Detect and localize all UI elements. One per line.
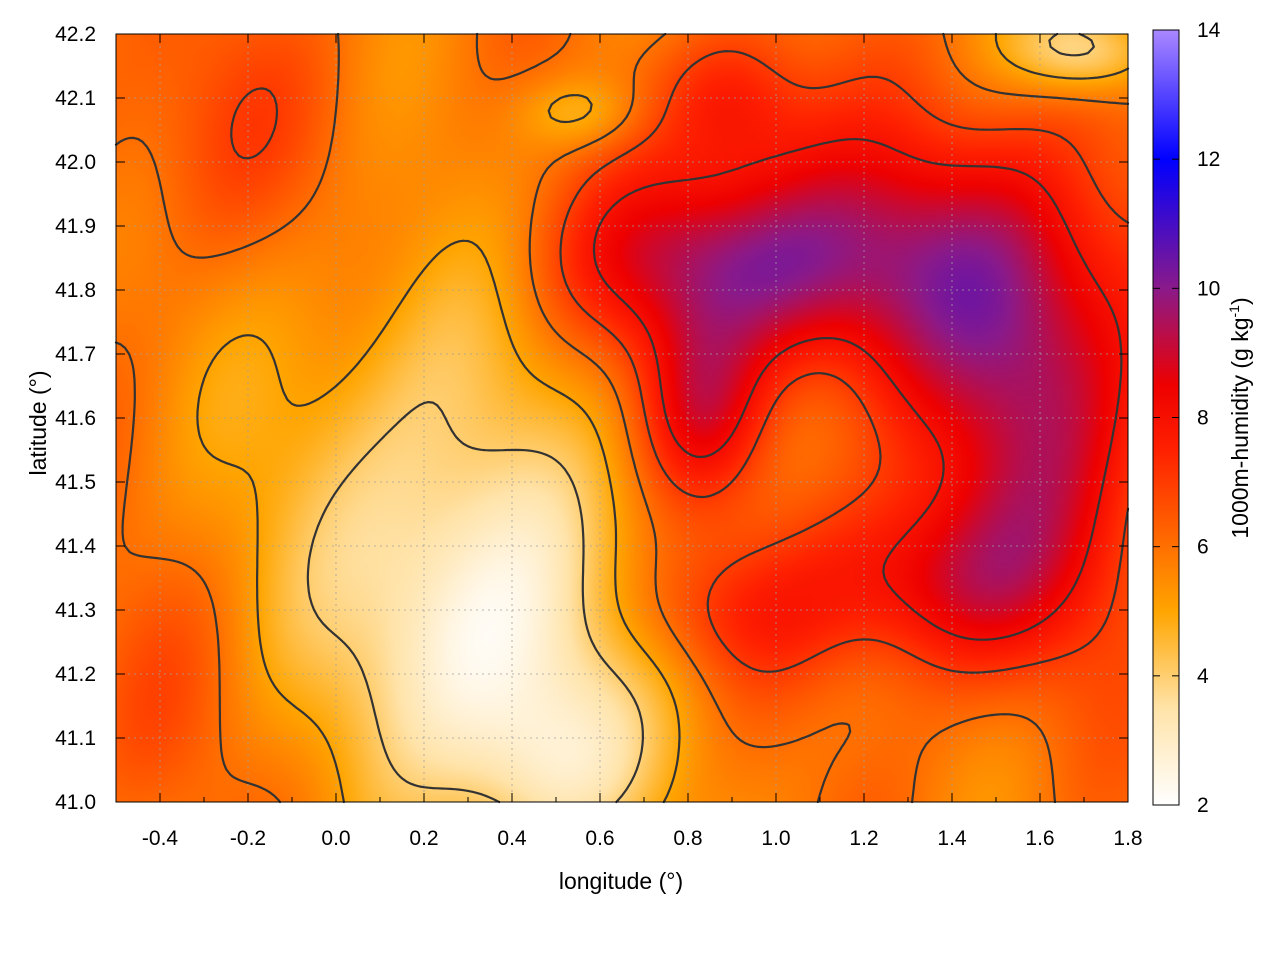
colorbar-tick-label: 8 <box>1197 407 1209 430</box>
contour-level-8 <box>592 138 1123 641</box>
contour-level-7 <box>230 50 1130 674</box>
y-tick-label: 41.4 <box>55 535 96 558</box>
colorbar: 2 4 6 8 10 12 14 1000m-humidity (g kg-1) <box>1152 19 1253 817</box>
y-tick-label: 41.1 <box>55 727 96 750</box>
colorbar-tick-label: 10 <box>1197 277 1220 300</box>
x-tick-label: 1.8 <box>1113 827 1142 850</box>
x-tick-label: 0.0 <box>321 827 350 850</box>
contour-lines <box>114 32 1130 804</box>
y-tick-label: 41.0 <box>55 791 96 814</box>
y-tick-label: 42.2 <box>55 23 96 46</box>
colorbar-tick-label: 12 <box>1197 148 1220 171</box>
y-axis-title: latitude (°) <box>25 370 51 475</box>
colorbar-tick-label: 2 <box>1197 794 1209 817</box>
y-tick-label: 41.6 <box>55 407 96 430</box>
colorbar-tick-label: 14 <box>1197 19 1221 42</box>
contour-level-4 <box>306 32 1095 804</box>
x-tick-label: -0.4 <box>142 827 179 850</box>
x-axis: -0.4 -0.2 0.0 0.2 0.4 0.6 0.8 1.0 1.2 1.4 1.6 1.8 <box>142 34 1143 850</box>
x-tick-label: 0.6 <box>585 827 614 850</box>
contour-level-6 <box>114 32 1130 804</box>
x-tick-label: -0.2 <box>230 827 266 850</box>
plot-area: -0.4 -0.2 0.0 0.2 0.4 0.6 0.8 1.0 1.2 1.4 1.6 1.8 4… <box>55 23 1142 850</box>
x-tick-label: 0.8 <box>673 827 702 850</box>
colorbar-title: 1000m-humidity (g kg-1) <box>1226 297 1253 538</box>
x-tick-label: 1.6 <box>1025 827 1054 850</box>
y-tick-label: 41.3 <box>55 599 96 622</box>
x-tick-label: 1.2 <box>849 827 878 850</box>
y-axis: 41.0 41.1 41.2 41.3 41.4 41.5 41.6 41.7 41.8 41.9… <box>55 23 1128 814</box>
colorbar-ticks: 2 4 6 8 10 12 14 <box>1153 19 1221 817</box>
colorbar-tick-label: 4 <box>1197 665 1209 688</box>
x-tick-label: 0.4 <box>497 827 527 850</box>
x-tick-label: 1.4 <box>937 827 967 850</box>
y-tick-label: 41.2 <box>55 663 96 686</box>
x-tick-label: 0.2 <box>409 827 438 850</box>
y-tick-label: 41.7 <box>55 343 96 366</box>
contour-level-5 <box>196 32 1130 804</box>
y-tick-label: 41.9 <box>55 215 96 238</box>
x-tick-label: 1.0 <box>761 827 790 850</box>
y-tick-label: 41.8 <box>55 279 96 302</box>
y-tick-label: 42.0 <box>55 151 96 174</box>
y-tick-label: 42.1 <box>55 87 96 110</box>
x-axis-title: longitude (°) <box>559 868 683 894</box>
y-tick-label: 41.5 <box>55 471 96 494</box>
colorbar-tick-label: 6 <box>1197 536 1209 559</box>
